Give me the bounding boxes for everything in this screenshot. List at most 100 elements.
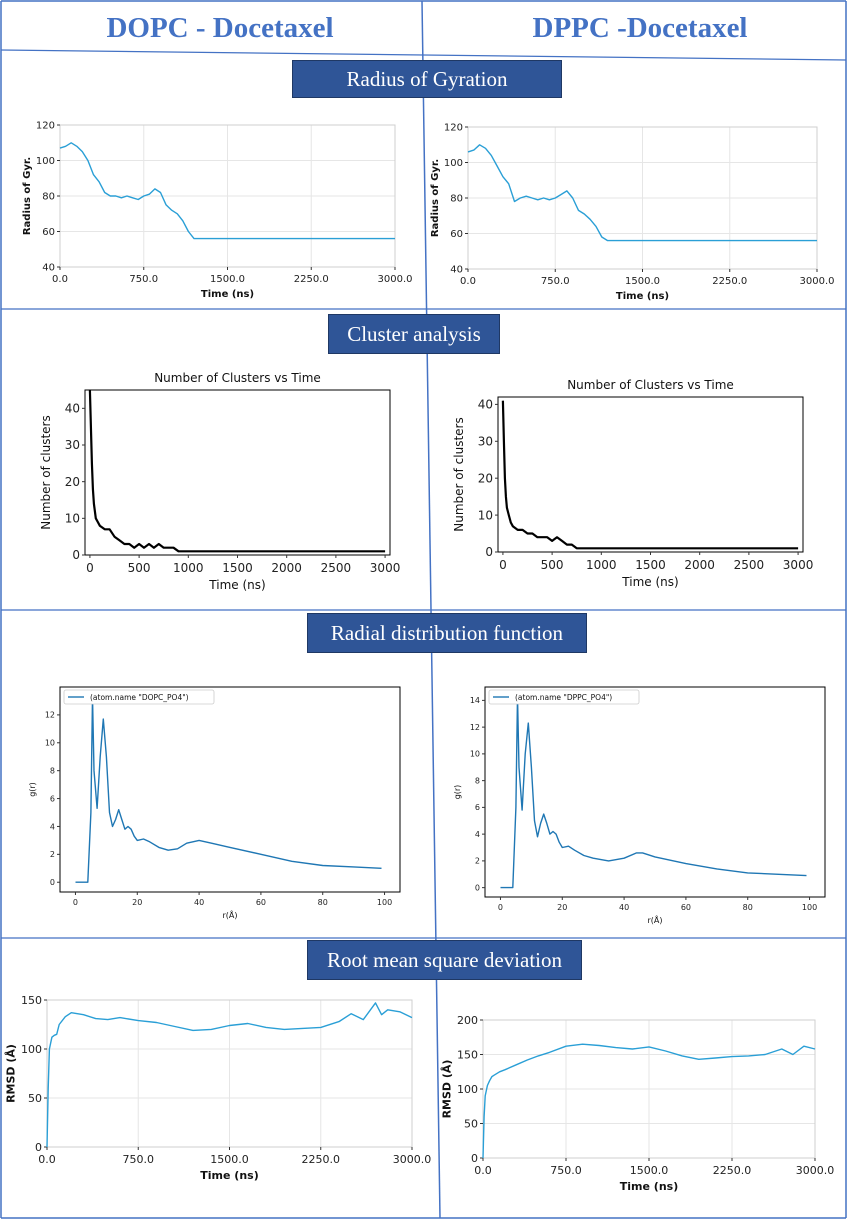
right-column-title: DPPC -Docetaxel bbox=[532, 12, 748, 44]
series-line bbox=[59, 142, 395, 240]
x-tick-label: 0 bbox=[498, 903, 503, 912]
x-tick-label: 2000 bbox=[684, 558, 715, 572]
y-tick-label: 0 bbox=[471, 1152, 478, 1165]
plot-frame bbox=[484, 686, 826, 898]
left-column-title: DOPC - Docetaxel bbox=[106, 12, 334, 44]
y-tick-label: 12 bbox=[45, 711, 55, 720]
y-tick-label: 100 bbox=[21, 1043, 42, 1056]
x-tick-label: 60 bbox=[681, 903, 691, 912]
y-tick-label: 40 bbox=[42, 263, 55, 274]
x-axis-label: Time (ns) bbox=[200, 1169, 258, 1182]
series-line bbox=[46, 1002, 413, 1148]
x-axis-label: Time (ns) bbox=[621, 575, 678, 589]
series-line bbox=[467, 144, 817, 242]
y-axis-label: Radius of Gyr. bbox=[22, 157, 33, 235]
y-tick-label: 30 bbox=[65, 438, 80, 452]
y-tick-label: 40 bbox=[65, 402, 80, 416]
series-line bbox=[75, 696, 382, 883]
y-tick-label: 50 bbox=[464, 1117, 478, 1130]
y-tick-label: 14 bbox=[470, 696, 480, 705]
y-tick-label: 30 bbox=[478, 434, 493, 448]
x-axis-label: r(Å) bbox=[647, 914, 662, 925]
x-tick-label: 1000 bbox=[586, 558, 617, 572]
chart-radius-of-gyration-dopc: 0.0 750.0 1500.0 2250.0 3000.0 40 60 80 100 120 Ti… bbox=[22, 121, 413, 301]
x-tick-label: 2250.0 bbox=[712, 276, 747, 287]
x-tick-label: 2500 bbox=[321, 561, 352, 575]
legend-box bbox=[63, 689, 215, 705]
x-axis-label: r(Å) bbox=[222, 909, 237, 920]
x-axis-label: Time (ns) bbox=[201, 289, 254, 300]
x-tick-label: 0 bbox=[499, 558, 507, 572]
x-tick-label: 1500 bbox=[635, 558, 666, 572]
y-axis-label: g(r) bbox=[453, 785, 462, 800]
x-tick-label: 80 bbox=[743, 903, 753, 912]
chart-rdf-dppc: 0 20 40 60 80 100 0 2 4 6 8 10 12 14 r(Å) g(r) (atom.nam… bbox=[453, 686, 826, 925]
chart-title: Number of Clusters vs Time bbox=[154, 371, 321, 385]
x-axis-label: Time (ns) bbox=[616, 291, 669, 302]
chart-rdf-dopc: 0 20 40 60 80 100 0 2 4 6 8 10 12 r(Å) g(r) (atom.name … bbox=[28, 686, 401, 920]
y-tick-label: 2 bbox=[475, 857, 480, 866]
x-tick-label: 500 bbox=[128, 561, 151, 575]
x-tick-label: 0.0 bbox=[474, 1164, 492, 1177]
y-axis-label: RMSD (Å) bbox=[4, 1044, 17, 1103]
y-tick-label: 100 bbox=[444, 158, 463, 169]
x-tick-label: 60 bbox=[256, 898, 266, 907]
y-axis-label: Number of clusters bbox=[452, 417, 466, 531]
y-tick-label: 0 bbox=[485, 545, 493, 559]
x-tick-label: 750.0 bbox=[550, 1164, 582, 1177]
x-axis-label: Time (ns) bbox=[208, 578, 265, 592]
x-axis-label: Time (ns) bbox=[620, 1180, 678, 1193]
y-tick-label: 40 bbox=[478, 398, 493, 412]
y-tick-label: 100 bbox=[36, 156, 55, 167]
x-tick-label: 750.0 bbox=[123, 1153, 155, 1166]
y-tick-label: 20 bbox=[478, 471, 493, 485]
y-tick-label: 4 bbox=[50, 822, 55, 831]
x-tick-label: 80 bbox=[318, 898, 328, 907]
x-tick-label: 0.0 bbox=[52, 274, 68, 285]
x-tick-label: 3000 bbox=[783, 558, 814, 572]
series-line bbox=[482, 1043, 816, 1159]
y-tick-label: 8 bbox=[50, 766, 55, 775]
y-tick-label: 120 bbox=[444, 123, 463, 134]
y-tick-label: 10 bbox=[478, 508, 493, 522]
x-tick-label: 0 bbox=[73, 898, 78, 907]
y-tick-label: 120 bbox=[36, 121, 55, 132]
section-banner-radial-distribution-function: Radial distribution function bbox=[307, 613, 587, 653]
chart-title: Number of Clusters vs Time bbox=[567, 378, 734, 392]
y-tick-label: 10 bbox=[65, 512, 80, 526]
y-tick-label: 0 bbox=[475, 883, 480, 892]
x-tick-label: 0.0 bbox=[460, 276, 476, 287]
y-tick-label: 80 bbox=[42, 192, 55, 203]
y-tick-label: 0 bbox=[35, 1141, 42, 1154]
x-tick-label: 3000 bbox=[370, 561, 401, 575]
y-tick-label: 60 bbox=[42, 227, 55, 238]
chart-rmsd-dppc: 0.0 750.0 1500.0 2250.0 3000.0 0 50 100 150 200 Ti… bbox=[440, 1014, 835, 1193]
y-tick-label: 0 bbox=[72, 548, 80, 562]
chart-clusters-dppc: 0 500 1000 1500 2000 2500 3000 0 10 20 30 40 Time (n… bbox=[452, 378, 814, 589]
x-tick-label: 40 bbox=[194, 898, 204, 907]
y-tick-label: 60 bbox=[450, 229, 463, 240]
y-tick-label: 12 bbox=[470, 723, 480, 732]
x-tick-label: 20 bbox=[557, 903, 567, 912]
y-tick-label: 20 bbox=[65, 475, 80, 489]
y-axis-label: g(r) bbox=[28, 782, 37, 797]
section-banner-rmsd: Root mean square deviation bbox=[307, 940, 582, 980]
x-tick-label: 3000.0 bbox=[796, 1164, 835, 1177]
legend-label: (atom.name "DOPC_PO4") bbox=[90, 693, 189, 702]
y-axis-label: RMSD (Å) bbox=[440, 1060, 453, 1119]
row-divider-1 bbox=[0, 49, 847, 61]
section-banner-radius-of-gyration: Radius of Gyration bbox=[292, 60, 562, 98]
x-tick-label: 750.0 bbox=[129, 274, 158, 285]
legend-box bbox=[488, 689, 640, 705]
section-banner-cluster-analysis: Cluster analysis bbox=[328, 314, 500, 354]
x-tick-label: 1000 bbox=[173, 561, 204, 575]
x-tick-label: 100 bbox=[377, 898, 392, 907]
x-tick-label: 500 bbox=[541, 558, 564, 572]
x-tick-label: 2000 bbox=[271, 561, 302, 575]
x-tick-label: 0.0 bbox=[38, 1153, 56, 1166]
x-tick-label: 2250.0 bbox=[713, 1164, 752, 1177]
y-tick-label: 10 bbox=[470, 750, 480, 759]
x-tick-label: 3000.0 bbox=[378, 274, 413, 285]
plot-frame bbox=[84, 389, 391, 556]
